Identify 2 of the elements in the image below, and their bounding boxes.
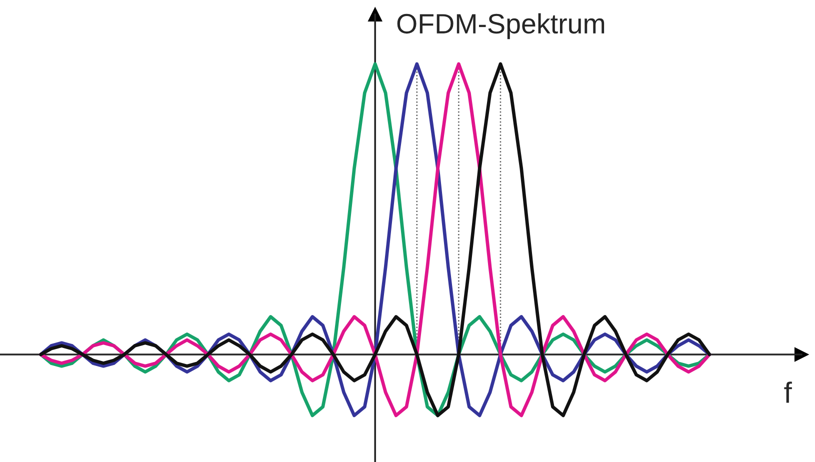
y-axis-title: OFDM-Spektrum xyxy=(397,13,604,40)
x-axis-title: f xyxy=(784,382,792,403)
